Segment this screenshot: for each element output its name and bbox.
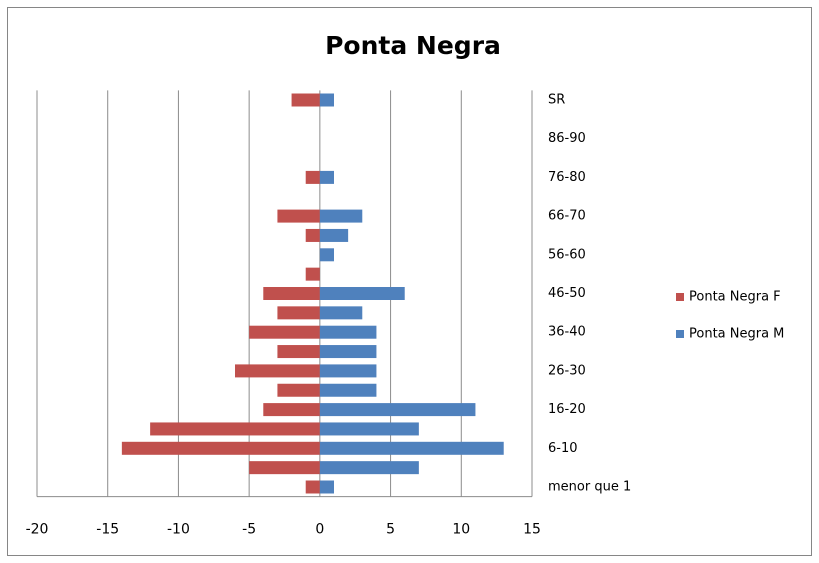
bar <box>305 228 320 242</box>
x-tick-label: 15 <box>523 522 541 538</box>
legend-swatch <box>676 330 684 338</box>
y-tick-label: 66-70 <box>548 209 586 224</box>
bar <box>319 325 377 339</box>
y-tick-label: 16-20 <box>548 402 586 417</box>
x-tick-label: -5 <box>242 522 256 538</box>
y-tick-label: 86-90 <box>548 131 586 146</box>
y-tick-label: 6-10 <box>548 441 578 456</box>
y-tick-label: SR <box>548 93 565 108</box>
bar <box>319 422 419 436</box>
bar <box>263 403 320 417</box>
bar <box>277 306 320 320</box>
x-tick-label: 5 <box>386 522 395 538</box>
bar <box>305 170 320 184</box>
bar <box>319 93 334 107</box>
x-tick-label: 10 <box>452 522 470 538</box>
bar <box>319 403 476 417</box>
x-tick-label: 0 <box>315 522 324 538</box>
bar <box>150 422 320 436</box>
y-tick-label: 46-50 <box>548 286 586 301</box>
y-tick-label: 76-80 <box>548 170 586 185</box>
bar <box>319 170 334 184</box>
bar <box>305 480 320 494</box>
bar <box>319 287 405 300</box>
bar <box>235 364 320 378</box>
bar <box>319 480 334 494</box>
bar <box>291 93 320 107</box>
bar <box>305 267 320 281</box>
y-tick-label: 56-60 <box>548 247 586 262</box>
bar <box>249 461 320 475</box>
bar <box>277 209 320 223</box>
bar <box>319 461 419 475</box>
bar <box>319 345 377 359</box>
bar <box>277 345 320 359</box>
y-tick-label: menor que 1 <box>548 480 631 495</box>
bar <box>319 383 377 397</box>
bar <box>121 441 320 455</box>
bar <box>319 228 349 242</box>
x-tick-label: -20 <box>26 522 49 538</box>
bar <box>263 287 320 300</box>
bar <box>319 248 334 262</box>
bar <box>319 441 504 455</box>
x-tick-label: -15 <box>96 522 119 538</box>
legend-label: Ponta Negra M <box>689 327 784 342</box>
legend-label: Ponta Negra F <box>689 290 781 305</box>
y-tick-label: 36-40 <box>548 325 586 340</box>
chart-title: Ponta Negra <box>325 31 501 60</box>
bar <box>319 364 377 378</box>
bar <box>277 383 320 397</box>
bar <box>319 306 363 320</box>
x-tick-label: -10 <box>167 522 190 538</box>
bar <box>319 209 363 223</box>
y-tick-label: 26-30 <box>548 363 586 378</box>
bar <box>249 325 320 339</box>
legend-swatch <box>676 293 684 301</box>
